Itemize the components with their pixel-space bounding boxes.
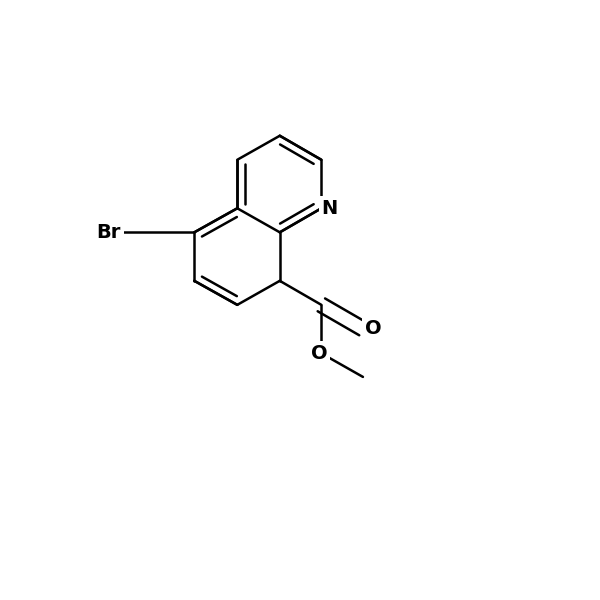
Text: Br: Br	[97, 223, 121, 242]
Text: O: O	[311, 344, 328, 363]
Text: N: N	[322, 199, 338, 218]
Text: O: O	[365, 319, 382, 338]
